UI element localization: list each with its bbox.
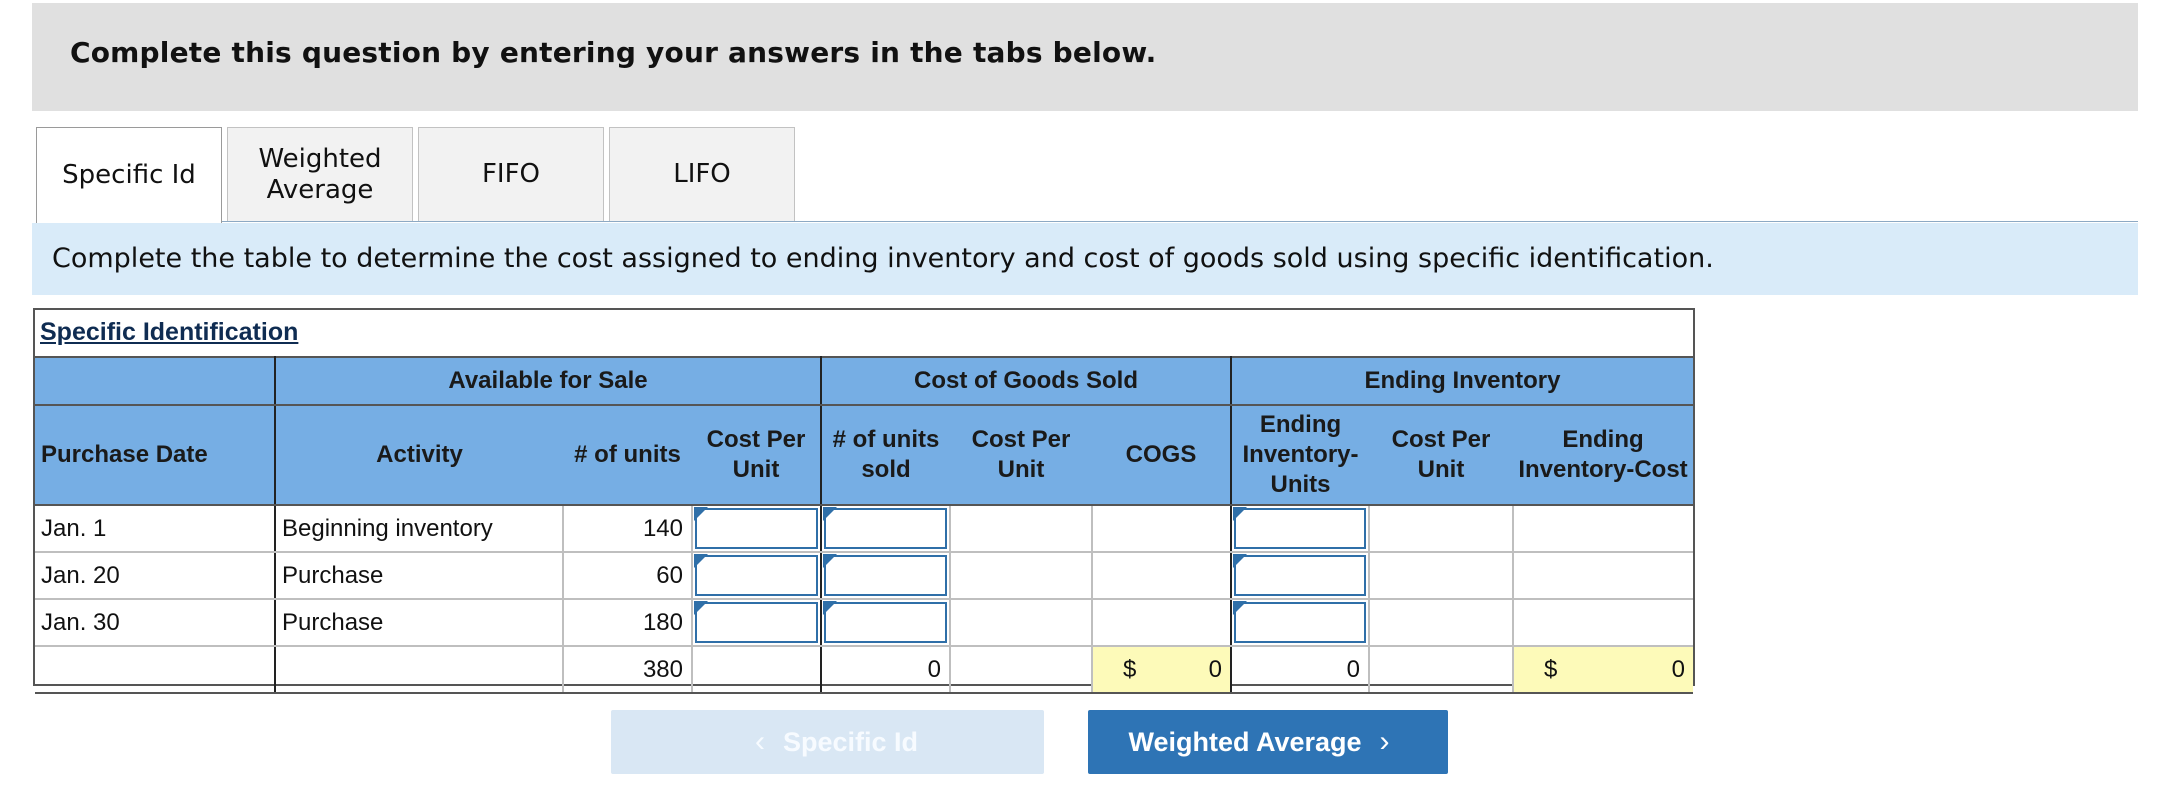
col-ending-cost: Ending Inventory-Cost — [1513, 405, 1693, 506]
total-ending-units: 0 — [1231, 646, 1370, 694]
ending-units-input[interactable] — [1231, 599, 1370, 647]
total-spacer — [275, 646, 564, 694]
table-title: Specific Identification — [40, 318, 299, 346]
next-tab-label: Weighted Average — [1128, 726, 1362, 757]
col-purchase-date: Purchase Date — [35, 405, 276, 506]
question-banner: Complete this question by entering your … — [32, 3, 2138, 111]
cogs-cost-per-unit-cell — [950, 599, 1093, 647]
ending-cost-cell — [1513, 599, 1693, 647]
prev-tab-label: Specific Id — [782, 726, 919, 757]
total-spacer — [1369, 646, 1514, 694]
units: 180 — [563, 599, 693, 647]
cogs-cost-per-unit-cell — [950, 505, 1093, 553]
total-cogs: $ 0 — [1092, 646, 1232, 694]
ending-cost-per-unit-cell — [1369, 552, 1514, 600]
units-sold-input[interactable] — [821, 599, 951, 647]
units-sold-input[interactable] — [821, 505, 951, 553]
tab-bar: Specific Id Weighted Average FIFO LIFO — [36, 127, 2138, 223]
total-ending-cost-value: 0 — [1671, 656, 1685, 683]
header-spacer — [35, 356, 276, 406]
col-ending-cost-per-unit: Cost Per Unit — [1369, 405, 1513, 506]
cogs-cell — [1092, 505, 1232, 553]
ending-cost-cell — [1513, 505, 1693, 553]
specific-identification-table: Specific Identification Available for Sa… — [33, 308, 1695, 694]
total-cogs-value: 0 — [1208, 656, 1222, 683]
group-ending-inventory: Ending Inventory — [1231, 356, 1693, 406]
group-cost-of-goods-sold: Cost of Goods Sold — [821, 356, 1232, 406]
total-spacer — [35, 646, 276, 694]
table-row: Jan. 20 Purchase 60 — [35, 552, 1693, 600]
activity: Beginning inventory — [275, 505, 564, 553]
currency-symbol: $ — [1544, 656, 1558, 683]
ending-cost-per-unit-cell — [1369, 505, 1514, 553]
currency-symbol: $ — [1123, 656, 1137, 683]
units: 140 — [563, 505, 693, 553]
next-tab-button[interactable]: Weighted Average › — [1088, 710, 1448, 774]
instruction-bar: Complete the table to determine the cost… — [32, 223, 2138, 295]
cost-per-unit-input[interactable] — [692, 552, 822, 600]
table-row: Jan. 1 Beginning inventory 140 — [35, 505, 1693, 553]
ending-units-input[interactable] — [1231, 505, 1370, 553]
purchase-date: Jan. 20 — [35, 552, 276, 600]
cogs-cost-per-unit-cell — [950, 552, 1093, 600]
tab-weighted-average[interactable]: Weighted Average — [227, 127, 413, 221]
col-units-sold: # of units sold — [821, 405, 950, 506]
instruction-text: Complete the table to determine the cost… — [52, 243, 1714, 274]
total-spacer — [950, 646, 1093, 694]
total-units-sold: 0 — [821, 645, 951, 694]
activity: Purchase — [275, 552, 564, 600]
activity: Purchase — [275, 599, 564, 647]
total-ending-cost: $ 0 — [1513, 646, 1693, 694]
prev-tab-button[interactable]: ‹ Specific Id — [611, 710, 1044, 774]
cogs-cell — [1092, 552, 1232, 600]
ending-cost-cell — [1513, 552, 1693, 600]
col-ending-units: Ending Inventory-Units — [1231, 405, 1369, 506]
chevron-right-icon: › — [1379, 725, 1390, 758]
cost-per-unit-input[interactable] — [692, 599, 822, 647]
col-cost-per-unit: Cost Per Unit — [692, 405, 822, 506]
units-sold-input[interactable] — [821, 552, 951, 600]
ending-cost-per-unit-cell — [1369, 599, 1514, 647]
tab-lifo[interactable]: LIFO — [609, 127, 795, 221]
col-cogs: COGS — [1092, 405, 1232, 506]
table-row: Jan. 30 Purchase 180 — [35, 599, 1693, 647]
cogs-cell — [1092, 599, 1232, 647]
group-available-for-sale: Available for Sale — [275, 356, 822, 406]
tab-specific-id[interactable]: Specific Id — [36, 127, 222, 223]
totals-row: 380 0 $ 0 0 $ 0 — [35, 645, 1693, 694]
purchase-date: Jan. 1 — [35, 505, 276, 553]
col-activity: Activity — [275, 405, 563, 506]
tab-fifo[interactable]: FIFO — [418, 127, 604, 221]
ending-units-input[interactable] — [1231, 552, 1370, 600]
total-spacer — [692, 646, 822, 694]
col-units: # of units — [563, 405, 692, 506]
banner-text: Complete this question by entering your … — [70, 36, 1157, 69]
purchase-date: Jan. 30 — [35, 599, 276, 647]
units: 60 — [563, 552, 693, 600]
tab-divider — [36, 221, 2138, 222]
chevron-left-icon: ‹ — [754, 725, 765, 758]
col-cogs-cost-per-unit: Cost Per Unit — [950, 405, 1092, 506]
cost-per-unit-input[interactable] — [692, 505, 822, 553]
total-units: 380 — [563, 645, 693, 694]
